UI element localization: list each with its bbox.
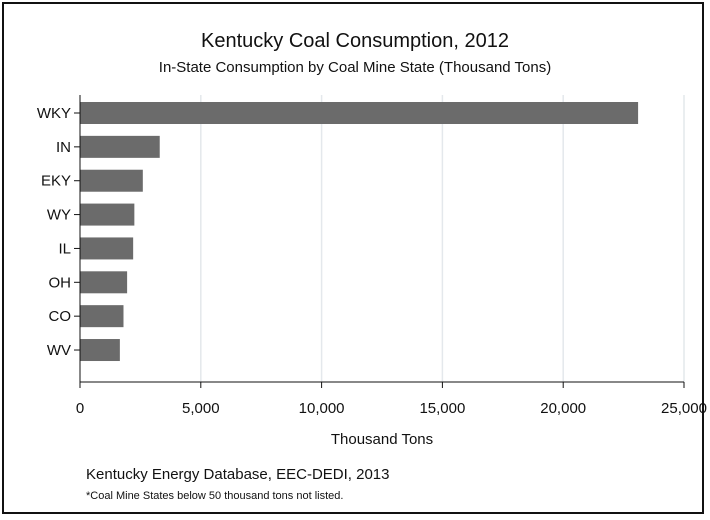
bar-il [80, 237, 134, 260]
bar-wy [80, 203, 135, 226]
x-tick-label: 5,000 [182, 400, 220, 417]
category-label-wky: WKY [37, 105, 71, 122]
x-tick-label: 25,000 [661, 400, 707, 417]
x-tick-label: 0 [76, 400, 84, 417]
category-label-co: CO [49, 308, 72, 325]
category-label-wy: WY [47, 207, 71, 224]
category-label-in: IN [56, 139, 71, 156]
bar-wv [80, 339, 120, 362]
chart-subtitle: In-State Consumption by Coal Mine State … [158, 59, 552, 76]
bar-in [80, 135, 160, 158]
grid-lines [200, 95, 685, 382]
category-label-oh: OH [49, 274, 72, 291]
footnote: *Coal Mine States below 50 thousand tons… [86, 490, 344, 502]
x-tick-label: 10,000 [299, 400, 345, 417]
category-label-eky: EKY [41, 173, 71, 190]
bars [80, 102, 639, 362]
category-label-il: IL [58, 240, 71, 257]
bar-co [80, 305, 124, 328]
source-note: Kentucky Energy Database, EEC-DEDI, 2013 [86, 466, 390, 483]
bar-eky [80, 169, 143, 192]
bar-wky [80, 102, 639, 124]
x-tick-label: 15,000 [419, 400, 465, 417]
x-tick-labels: 0 5,000 10,000 15,000 20,000 25,000 [76, 382, 707, 417]
x-tick-label: 20,000 [540, 400, 586, 417]
category-label-wv: WV [47, 342, 71, 359]
bar-oh [80, 271, 128, 294]
category-labels: WKY IN EKY WY IL OH CO WV [37, 105, 80, 359]
x-axis-title: Thousand Tons [330, 431, 434, 448]
chart-title: Kentucky Coal Consumption, 2012 [201, 30, 509, 52]
